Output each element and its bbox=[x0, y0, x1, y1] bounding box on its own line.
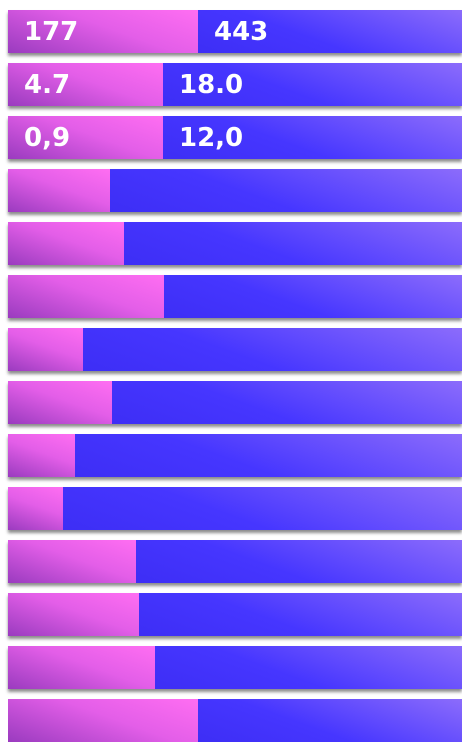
left-segment bbox=[8, 487, 63, 530]
bar-row bbox=[8, 487, 462, 530]
bar-row: 4.7 18.0 bbox=[8, 63, 462, 106]
bar-row bbox=[8, 593, 462, 636]
right-value: 18.0 bbox=[179, 69, 244, 100]
bar-row bbox=[8, 434, 462, 477]
right-value: 12,0 bbox=[179, 122, 244, 153]
left-segment bbox=[8, 222, 124, 265]
bar-row bbox=[8, 699, 462, 742]
left-value: 4.7 bbox=[24, 69, 71, 100]
right-segment bbox=[124, 222, 462, 265]
left-segment: 4.7 bbox=[8, 63, 163, 106]
bar-row bbox=[8, 381, 462, 424]
bar-row bbox=[8, 328, 462, 371]
bar-row: 0,9 12,0 bbox=[8, 116, 462, 159]
left-segment bbox=[8, 275, 164, 318]
bar-row bbox=[8, 275, 462, 318]
left-segment bbox=[8, 540, 136, 583]
left-segment bbox=[8, 169, 110, 212]
bar-row: 177 443 bbox=[8, 10, 462, 53]
right-segment: 18.0 bbox=[163, 63, 462, 106]
left-value: 177 bbox=[24, 16, 79, 47]
left-segment bbox=[8, 328, 83, 371]
right-segment bbox=[75, 434, 462, 477]
right-segment: 12,0 bbox=[163, 116, 462, 159]
left-segment: 0,9 bbox=[8, 116, 163, 159]
left-segment bbox=[8, 593, 139, 636]
left-segment bbox=[8, 646, 155, 689]
left-segment: 177 bbox=[8, 10, 198, 53]
right-segment bbox=[198, 699, 462, 742]
left-segment bbox=[8, 434, 75, 477]
left-segment bbox=[8, 699, 198, 742]
right-segment bbox=[164, 275, 462, 318]
bar-row bbox=[8, 169, 462, 212]
bar-row bbox=[8, 646, 462, 689]
right-segment bbox=[136, 540, 462, 583]
right-segment bbox=[83, 328, 462, 371]
right-segment bbox=[110, 169, 462, 212]
left-value: 0,9 bbox=[24, 122, 71, 153]
right-segment bbox=[63, 487, 462, 530]
bar-row bbox=[8, 540, 462, 583]
right-segment: 443 bbox=[198, 10, 462, 53]
right-segment bbox=[139, 593, 462, 636]
right-segment bbox=[112, 381, 462, 424]
right-value: 443 bbox=[214, 16, 269, 47]
bar-row bbox=[8, 222, 462, 265]
left-segment bbox=[8, 381, 112, 424]
right-segment bbox=[155, 646, 462, 689]
